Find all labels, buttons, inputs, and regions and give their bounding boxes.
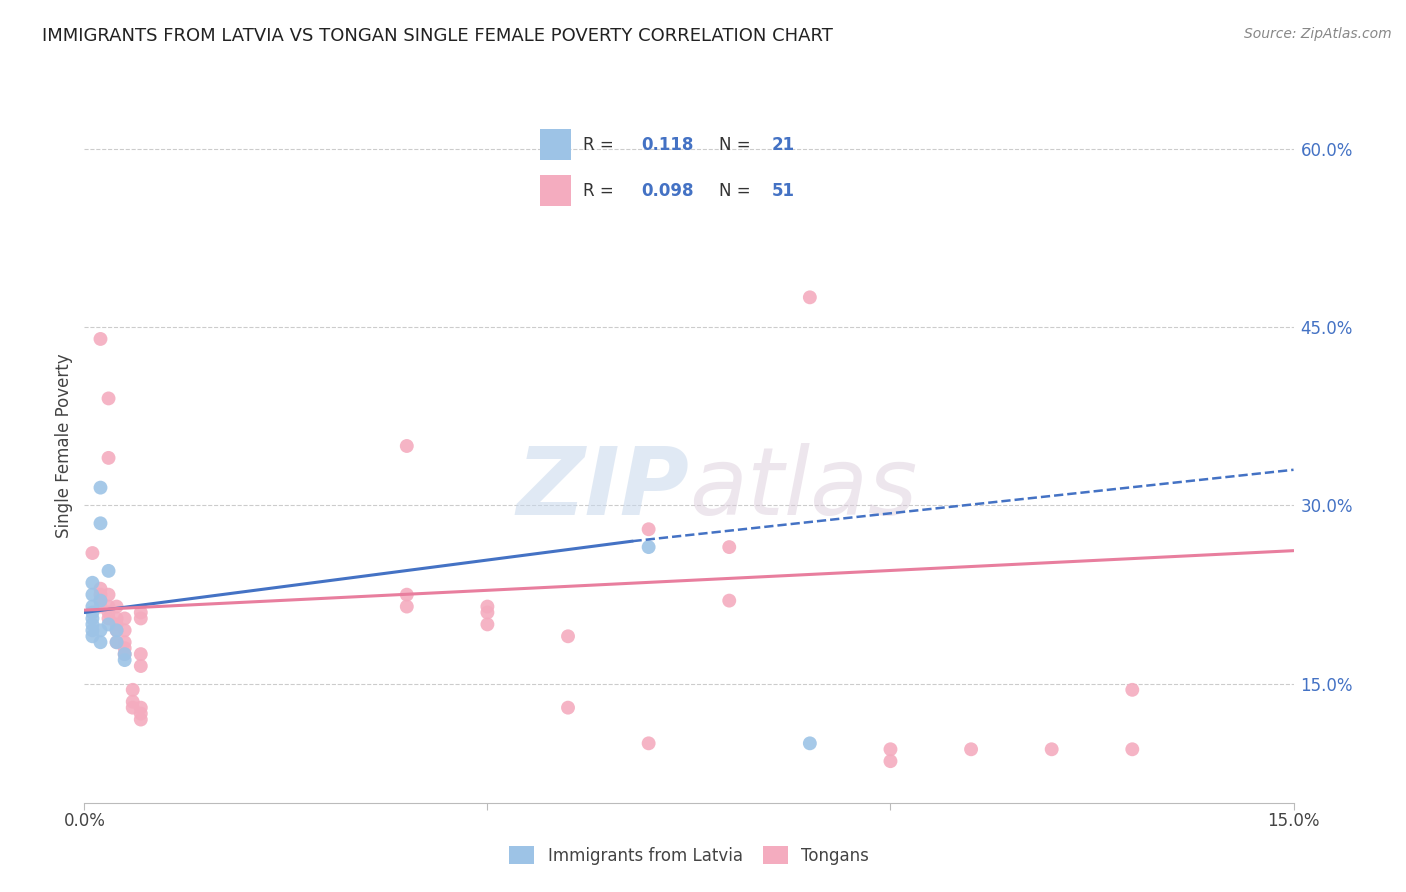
Point [121, 682, 143, 697]
Point [637, 736, 659, 750]
Point [637, 540, 659, 554]
Point [114, 624, 136, 638]
Point [114, 635, 136, 649]
Point [121, 700, 143, 714]
Text: IMMIGRANTS FROM LATVIA VS TONGAN SINGLE FEMALE POVERTY CORRELATION CHART: IMMIGRANTS FROM LATVIA VS TONGAN SINGLE … [42, 27, 832, 45]
Point [105, 624, 128, 638]
Point [89, 599, 111, 614]
Point [97, 611, 120, 625]
Point [89, 481, 111, 495]
Point [395, 588, 418, 602]
Point [97, 564, 120, 578]
Point [879, 754, 901, 768]
Point [105, 611, 128, 625]
Point [97, 450, 120, 465]
Point [97, 392, 120, 406]
Point [114, 611, 136, 625]
Point [105, 617, 128, 632]
Point [82, 617, 104, 632]
Point [114, 653, 136, 667]
Text: 15.0%: 15.0% [1267, 813, 1320, 830]
Point [129, 647, 152, 661]
Point [637, 522, 659, 536]
Text: R =: R = [583, 182, 619, 200]
Point [557, 629, 579, 643]
Point [718, 593, 741, 607]
Y-axis label: Single Female Poverty: Single Female Poverty [55, 354, 73, 538]
Point [105, 635, 128, 649]
Point [129, 713, 152, 727]
Point [114, 641, 136, 656]
Text: N =: N = [718, 182, 756, 200]
Point [129, 706, 152, 721]
Point [105, 599, 128, 614]
Point [89, 516, 111, 531]
Text: 21: 21 [772, 136, 794, 153]
Point [89, 635, 111, 649]
Text: 51: 51 [772, 182, 794, 200]
Point [557, 700, 579, 714]
Text: 0.118: 0.118 [641, 136, 695, 153]
Point [97, 617, 120, 632]
Point [105, 635, 128, 649]
Text: atlas: atlas [689, 443, 917, 534]
Point [82, 611, 104, 625]
Point [105, 624, 128, 638]
Point [89, 582, 111, 596]
Point [114, 647, 136, 661]
Point [97, 588, 120, 602]
Text: R =: R = [583, 136, 619, 153]
Point [89, 332, 111, 346]
Point [129, 659, 152, 673]
Point [114, 647, 136, 661]
Point [718, 540, 741, 554]
Point [89, 593, 111, 607]
Point [477, 606, 499, 620]
Point [121, 695, 143, 709]
Point [97, 606, 120, 620]
Point [129, 606, 152, 620]
Point [799, 736, 821, 750]
Point [82, 606, 104, 620]
Point [879, 742, 901, 756]
Point [97, 599, 120, 614]
Text: Source: ZipAtlas.com: Source: ZipAtlas.com [1244, 27, 1392, 41]
Point [129, 700, 152, 714]
Point [960, 742, 983, 756]
Text: 0.0%: 0.0% [63, 813, 105, 830]
Point [82, 599, 104, 614]
Bar [540, 129, 571, 160]
Point [395, 439, 418, 453]
Point [129, 611, 152, 625]
Point [82, 546, 104, 560]
Point [89, 624, 111, 638]
Point [799, 290, 821, 304]
Text: N =: N = [718, 136, 756, 153]
Point [1040, 742, 1063, 756]
Point [477, 599, 499, 614]
Text: ZIP: ZIP [516, 442, 689, 535]
Text: 0.098: 0.098 [641, 182, 695, 200]
Point [89, 588, 111, 602]
Point [82, 575, 104, 590]
Point [82, 624, 104, 638]
Point [82, 588, 104, 602]
Legend: Immigrants from Latvia, Tongans: Immigrants from Latvia, Tongans [501, 838, 877, 873]
Point [395, 599, 418, 614]
Point [477, 617, 499, 632]
Point [1121, 682, 1143, 697]
Bar [540, 176, 571, 206]
Point [89, 593, 111, 607]
Point [82, 629, 104, 643]
Point [1121, 742, 1143, 756]
